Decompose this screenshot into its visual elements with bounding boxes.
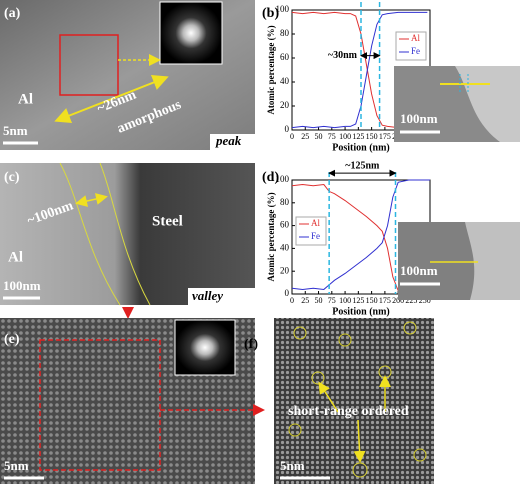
y-axis-label: Atomic percentage (%) — [266, 25, 276, 114]
legend-label: Al — [311, 218, 320, 228]
x-tick-label: 200 — [392, 296, 404, 305]
annotation: short-range ordered — [288, 404, 409, 419]
x-tick-label: 125 — [352, 132, 364, 141]
pointer-arrows — [318, 375, 391, 463]
x-axis-label: Position (nm) — [332, 142, 390, 153]
y-tick-label: 40 — [280, 242, 290, 252]
boundary — [99, 162, 151, 306]
legend — [395, 31, 427, 61]
panel-label: (e) — [4, 332, 20, 347]
x-tick-label: 225 — [405, 296, 417, 305]
x-axis-label: Position (nm) — [332, 306, 390, 317]
ordered-regions — [288, 321, 427, 478]
panel-label: (a) — [4, 6, 21, 21]
tag-box — [210, 134, 255, 150]
y-tick-label: 40 — [280, 76, 290, 86]
region — [465, 222, 520, 300]
series-line — [291, 11, 428, 129]
scale-label: 100nm — [400, 263, 438, 278]
inset-b: 100nm — [394, 66, 520, 142]
panel-label: (b) — [262, 6, 279, 21]
inset-d: 100nm — [398, 222, 520, 300]
label: Al — [18, 91, 33, 107]
tag: valley — [192, 288, 223, 303]
panel-c: (c) ~100nm Steel Al 100nm valley — [0, 162, 255, 306]
legend-label: Al — [411, 33, 420, 43]
y-tick-label: 60 — [280, 220, 290, 230]
label: Al — [8, 249, 23, 265]
x-tick-label: 175 — [379, 132, 391, 141]
y-tick-label: 60 — [280, 52, 290, 62]
x-tick-label: 150 — [366, 296, 378, 305]
width-arrow — [75, 193, 108, 207]
series-line — [291, 179, 430, 290]
charts: 0204060801000255075100125150175200225250… — [266, 2, 431, 317]
y-tick-label: 100 — [276, 174, 290, 184]
x-tick-label: 0 — [290, 132, 294, 141]
x-tick-label: 75 — [328, 132, 336, 141]
tem-image — [0, 163, 255, 305]
panel-e: (e) 5nm — [0, 318, 265, 484]
panel-label: (f) — [244, 337, 258, 352]
y-tick-label: 20 — [280, 100, 290, 110]
y-tick-label: 100 — [276, 4, 290, 14]
x-tick-label: 50 — [315, 132, 323, 141]
annotation: ~30nm — [328, 50, 358, 61]
x-tick-label: 125 — [352, 296, 364, 305]
legend-label: Fe — [411, 46, 420, 56]
tag: peak — [215, 133, 242, 148]
x-tick-label: 175 — [379, 296, 391, 305]
x-tick-label: 100 — [339, 132, 351, 141]
x-tick-label: 75 — [328, 296, 336, 305]
fft-inset — [174, 319, 236, 376]
label: Steel — [152, 213, 183, 229]
boundary — [59, 162, 121, 306]
legend-label: Fe — [311, 231, 320, 241]
x-tick-label: 250 — [419, 296, 431, 305]
y-tick-label: 0 — [285, 288, 290, 298]
scale-label: 5nm — [3, 123, 28, 138]
x-tick-label: 0 — [290, 296, 294, 305]
y-tick-label: 20 — [280, 265, 290, 275]
y-axis-label: Atomic percentage (%) — [266, 192, 276, 281]
width-arrow — [54, 74, 169, 124]
roi-box — [39, 339, 161, 471]
x-tick-label: 100 — [339, 296, 351, 305]
legend — [295, 216, 327, 246]
annotation: ~125nm — [345, 160, 380, 171]
x-tick-label: 50 — [315, 296, 323, 305]
panel-label: (d) — [262, 170, 279, 185]
x-tick-label: 25 — [301, 132, 309, 141]
panel-f: (f) short-range ordered 5nm — [244, 318, 434, 484]
y-tick-label: 0 — [285, 124, 290, 134]
panel-label: (c) — [4, 170, 20, 185]
scale-label: 100nm — [400, 111, 438, 126]
scale-label: 100nm — [3, 278, 41, 293]
scale-label: 5nm — [280, 458, 305, 473]
tag-box — [188, 288, 255, 305]
x-tick-label: 150 — [366, 132, 378, 141]
y-tick-label: 80 — [280, 28, 290, 38]
x-tick-label: 25 — [301, 296, 309, 305]
y-tick-label: 80 — [280, 197, 290, 207]
scale-label: 5nm — [4, 458, 29, 473]
panel-a: (a) Al ~26nm amorphous 5nm peak — [0, 0, 255, 150]
fft-inset — [159, 1, 223, 65]
